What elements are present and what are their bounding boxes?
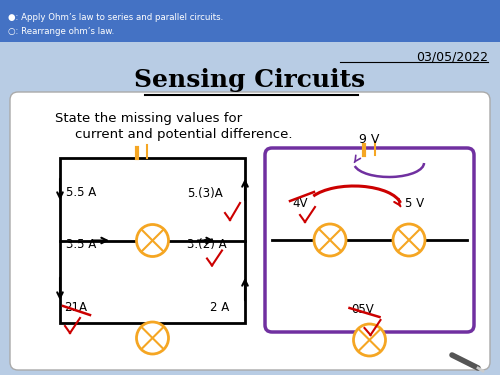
Text: current and potential difference.: current and potential difference.: [75, 128, 292, 141]
Text: 21A: 21A: [64, 301, 87, 314]
Circle shape: [393, 224, 425, 256]
Text: 5 V: 5 V: [405, 197, 424, 210]
Text: 4V: 4V: [292, 197, 308, 210]
Text: 03/05/2022: 03/05/2022: [416, 50, 488, 63]
Bar: [60, 158, 245, 323]
Text: 3.(2) A: 3.(2) A: [187, 238, 226, 251]
Circle shape: [314, 224, 346, 256]
Bar: [0, 0, 500, 42]
Circle shape: [136, 322, 168, 354]
FancyBboxPatch shape: [10, 92, 490, 370]
Text: Sensing Circuits: Sensing Circuits: [134, 68, 366, 92]
Text: 05V: 05V: [352, 303, 374, 316]
Text: ●: Apply Ohm’s law to series and parallel circuits.: ●: Apply Ohm’s law to series and paralle…: [8, 13, 223, 22]
Text: 5.5 A: 5.5 A: [66, 186, 96, 200]
Text: 9 V: 9 V: [360, 133, 380, 146]
Text: 3.5 A: 3.5 A: [66, 238, 96, 251]
Text: ○: Rearrange ohm’s law.: ○: Rearrange ohm’s law.: [8, 27, 114, 36]
Text: 2 A: 2 A: [210, 301, 229, 314]
Circle shape: [136, 225, 168, 256]
Text: 5.(3)A: 5.(3)A: [187, 186, 223, 200]
Text: State the missing values for: State the missing values for: [55, 112, 242, 125]
Circle shape: [354, 324, 386, 356]
